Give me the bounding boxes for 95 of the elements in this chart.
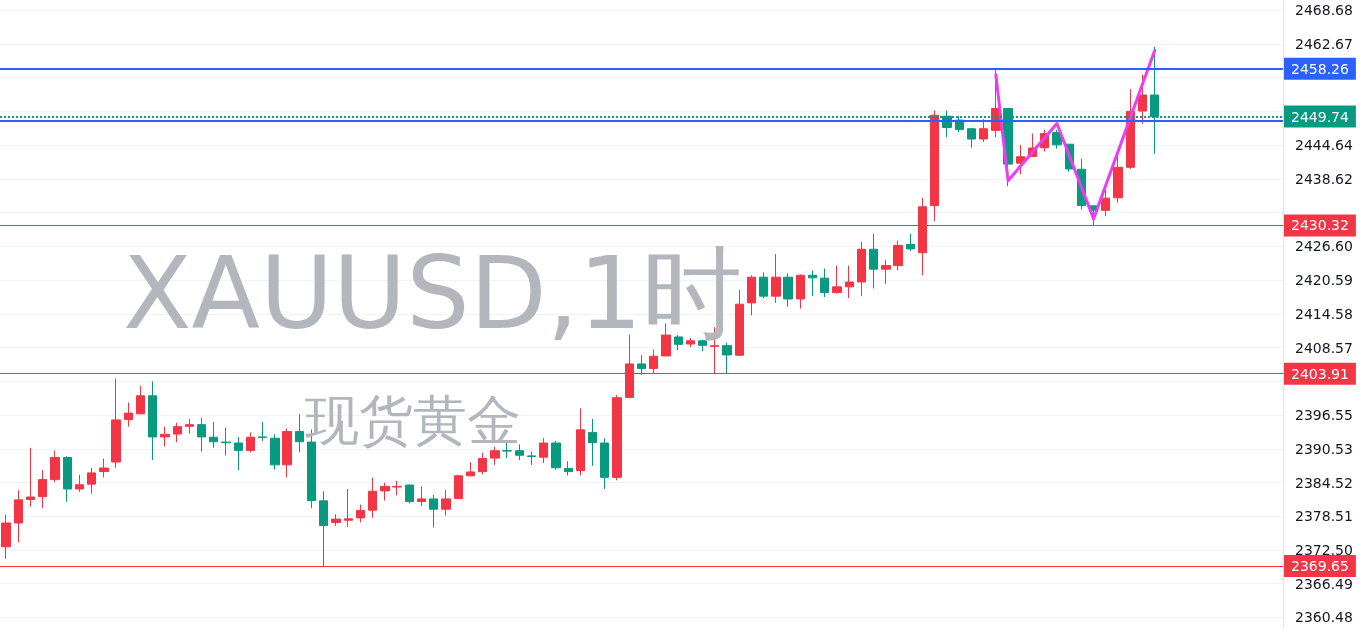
candlestick — [869, 233, 878, 289]
candlestick — [99, 457, 109, 478]
candlestick — [600, 437, 609, 490]
candlestick — [759, 271, 768, 299]
y-tick-label: 2408.57 — [1295, 339, 1353, 356]
candlestick — [466, 461, 475, 477]
candlestick — [38, 469, 47, 509]
ref-line-label: 2369.65 — [1291, 557, 1349, 574]
y-tick-label: 2378.51 — [1295, 508, 1353, 525]
candlestick — [1113, 154, 1123, 204]
candlestick — [87, 467, 96, 495]
candlestick — [893, 240, 903, 271]
candlestick — [637, 354, 646, 376]
y-tick-label: 2396.55 — [1295, 407, 1353, 424]
candlestick — [392, 480, 402, 496]
candlestick — [124, 402, 133, 428]
candlestick — [63, 455, 72, 503]
candlestick — [820, 268, 829, 298]
candlestick — [429, 494, 438, 529]
candlestick — [331, 513, 341, 527]
candlestick — [832, 265, 842, 295]
candlestick — [967, 127, 976, 149]
candlestick — [783, 272, 793, 308]
candlestick — [50, 450, 60, 483]
candlestick — [979, 118, 988, 143]
candlestick — [246, 431, 255, 453]
line-series — [994, 49, 1157, 221]
y-tick-label: 2438.62 — [1295, 170, 1353, 187]
y-tick-label: 2372.50 — [1295, 541, 1353, 558]
candlestick — [270, 433, 280, 471]
candlestick — [527, 451, 536, 466]
candlestick — [234, 436, 243, 471]
text: XAUUSD,1时 — [123, 234, 743, 352]
candlestick — [808, 269, 817, 297]
candlestick — [148, 380, 157, 461]
y-tick-label: 2384.52 — [1295, 474, 1353, 491]
candlestick — [111, 377, 121, 469]
candlestick — [197, 417, 206, 453]
candlestick — [588, 418, 597, 467]
y-tick-label: 2426.60 — [1295, 238, 1353, 255]
candlestick — [1138, 74, 1147, 125]
ref-line-label: 2403.91 — [1291, 365, 1349, 382]
candlestick — [539, 437, 548, 464]
candlestick — [881, 259, 891, 285]
candlestick — [515, 443, 524, 461]
candlestick — [173, 422, 182, 443]
candlestick — [368, 477, 377, 519]
y-tick-label: 2420.59 — [1295, 272, 1353, 289]
candlestick — [26, 447, 35, 508]
y-tick-label: 2444.64 — [1295, 137, 1353, 154]
candlestick — [356, 504, 365, 523]
candlestick — [258, 421, 267, 442]
ref-line-label: 2458.26 — [1291, 60, 1349, 77]
candlestick — [930, 109, 939, 222]
candlestick — [209, 421, 218, 449]
y-tick-label: 2360.48 — [1295, 609, 1353, 626]
candlestick — [441, 489, 451, 517]
candlestick — [612, 394, 622, 481]
candlestick — [576, 407, 585, 476]
candlestick — [1101, 189, 1110, 217]
candlestick — [295, 413, 304, 453]
text: 现货黄金 — [305, 388, 521, 452]
candlestick — [478, 452, 487, 476]
y-tick-label: 2462.67 — [1295, 35, 1353, 52]
candlestick — [1, 514, 11, 560]
candlestick — [564, 460, 573, 476]
candlestick — [221, 427, 231, 457]
candlestick — [722, 342, 732, 375]
y-tick-label: 2414.58 — [1295, 305, 1353, 322]
candlestick — [490, 446, 500, 466]
candlestick — [857, 241, 866, 297]
ref-line-label: 2430.32 — [1291, 217, 1349, 234]
candlestick — [551, 440, 561, 471]
candlestick — [75, 474, 84, 493]
candlestick — [845, 265, 854, 299]
candlestick — [417, 485, 426, 507]
candlestick — [160, 426, 170, 448]
y-tick-label: 2390.53 — [1295, 440, 1353, 457]
candlestick — [454, 474, 463, 500]
candlestick — [698, 339, 707, 352]
candlestick — [319, 490, 328, 567]
candlestick — [282, 428, 292, 478]
ref-line-label: 2449.74 — [1291, 108, 1349, 125]
y-tick-label: 2366.49 — [1295, 575, 1353, 592]
candlestick — [796, 273, 805, 310]
candlestick — [747, 274, 756, 316]
y-tick-label: 2468.68 — [1295, 2, 1353, 19]
candlestick — [380, 482, 390, 502]
candlestick — [906, 233, 915, 252]
candlestick — [344, 488, 353, 528]
candlestick — [136, 385, 145, 415]
candlestick — [185, 418, 194, 434]
candlestick — [14, 489, 23, 543]
candlestick — [771, 253, 781, 304]
candlestick — [405, 483, 414, 504]
